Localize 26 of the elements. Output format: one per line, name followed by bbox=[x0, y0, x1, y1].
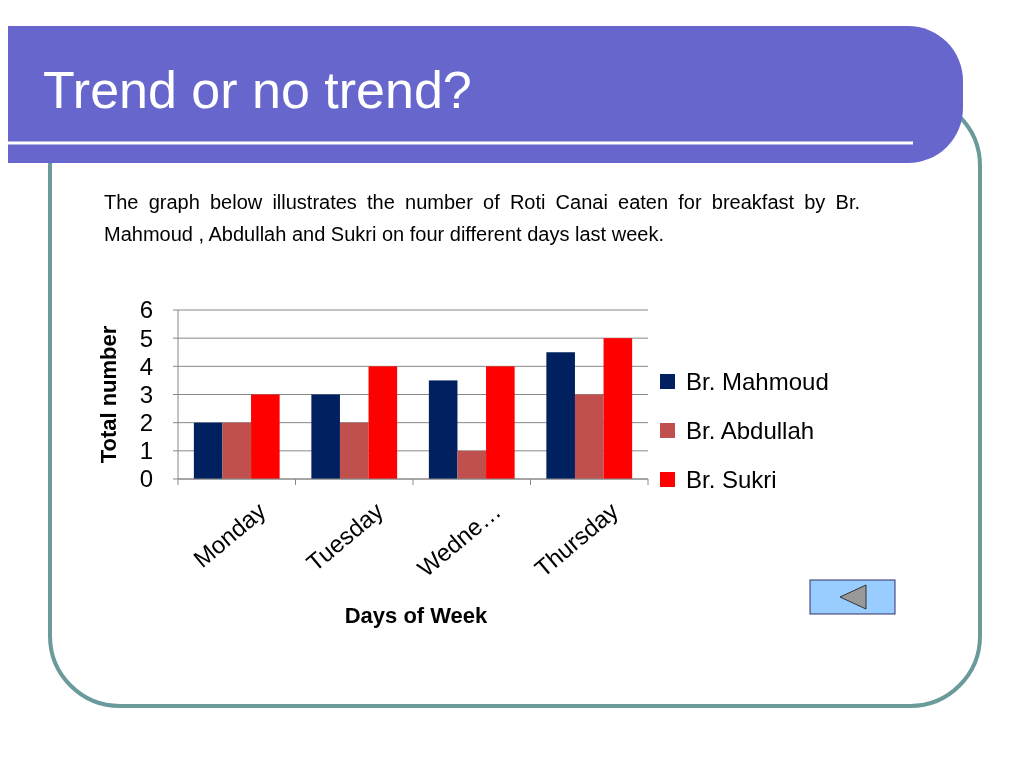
y-tick-label: 3 bbox=[139, 380, 153, 408]
bar bbox=[222, 422, 252, 479]
y-tick-label: 4 bbox=[139, 352, 153, 380]
legend-label: Br. Sukri bbox=[686, 466, 777, 494]
y-tick-label: 5 bbox=[139, 324, 153, 352]
bar bbox=[311, 394, 340, 479]
y-tick-label: 2 bbox=[139, 409, 153, 437]
legend-label: Br. Abdullah bbox=[686, 417, 815, 445]
chart-subtitle: The graph below illustrates the number of Roti Canai eaten for breakfast by Br. Mahmoud , Abdullah and Sukri on four different days last week. bbox=[104, 190, 860, 247]
bar bbox=[193, 422, 223, 479]
y-tick-label: 0 bbox=[139, 465, 153, 493]
bar bbox=[486, 366, 515, 479]
y-tick-label: 6 bbox=[139, 296, 153, 324]
bar bbox=[574, 394, 604, 479]
legend-label: Br. Mahmoud bbox=[686, 368, 829, 396]
y-tick-label: 1 bbox=[139, 437, 153, 465]
bar bbox=[368, 366, 398, 479]
bar bbox=[428, 380, 458, 479]
y-axis-title: Total number bbox=[96, 325, 121, 464]
chart-title: Trend or no trend? bbox=[43, 61, 472, 119]
bar bbox=[251, 394, 280, 479]
x-axis-title: Days of Week bbox=[344, 603, 489, 628]
bar bbox=[603, 338, 633, 479]
bar bbox=[339, 422, 369, 479]
bar bbox=[546, 352, 575, 479]
bar bbox=[457, 450, 487, 479]
